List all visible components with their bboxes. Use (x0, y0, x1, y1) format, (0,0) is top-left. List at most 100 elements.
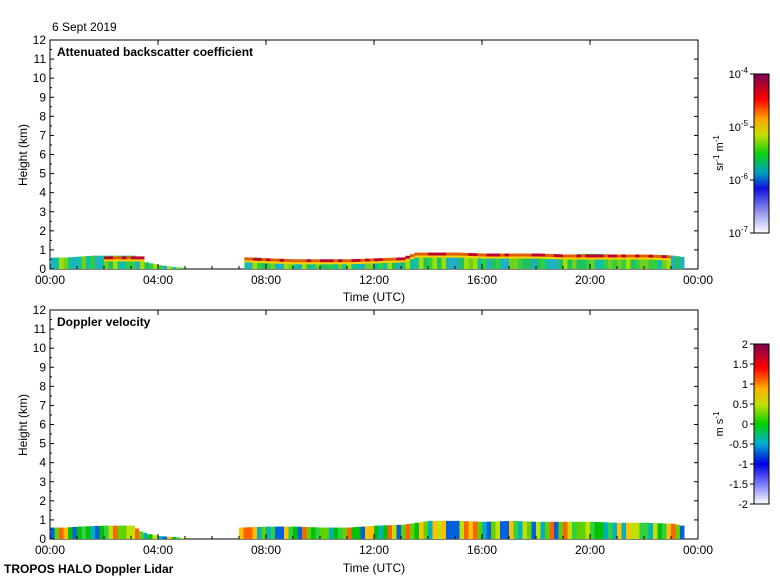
aerosol-top-cell (608, 254, 613, 258)
backscatter-y-label: Height (km) (16, 124, 30, 186)
backscatter-cell (288, 259, 293, 269)
velocity-cell (495, 521, 500, 539)
backscatter-cell (122, 255, 127, 269)
aerosol-edge-cell (270, 261, 275, 264)
velocity-cell (662, 523, 667, 539)
aerosol-top-cell (122, 256, 127, 260)
aerosol-edge-cell (117, 259, 122, 262)
y-tick-label: 10 (33, 341, 47, 355)
velocity-cell (594, 521, 599, 539)
velocity-cell (59, 527, 64, 539)
aerosol-top-cell (410, 254, 415, 258)
aerosol-edge-cell (563, 257, 568, 260)
velocity-cell (473, 521, 478, 539)
backscatter-cell (621, 254, 626, 269)
backscatter-cell (378, 258, 383, 269)
velocity-cell (162, 536, 167, 539)
aerosol-top-cell (581, 254, 586, 258)
aerosol-edge-cell (477, 256, 482, 259)
velocity-cell (86, 526, 91, 539)
backscatter-cell (491, 253, 496, 269)
aerosol-edge-cell (338, 262, 343, 265)
aerosol-top-cell (545, 253, 550, 257)
velocity-cell (504, 521, 509, 539)
velocity-cell (405, 524, 410, 539)
backscatter-cell (374, 258, 379, 269)
aerosol-edge-cell (482, 256, 487, 259)
velocity-cell (576, 521, 581, 539)
aerosol-edge-cell (554, 257, 559, 260)
velocity-cell (675, 524, 680, 539)
aerosol-edge-cell (356, 261, 361, 264)
aerosol-edge-cell (639, 257, 644, 260)
aerosol-edge-cell (360, 261, 365, 264)
aerosol-top-cell (617, 254, 622, 258)
backscatter-cell (72, 256, 77, 269)
aerosol-edge-cell (306, 262, 311, 265)
velocity-cell (572, 521, 577, 539)
aerosol-edge-cell (585, 257, 590, 260)
aerosol-top-cell (108, 256, 113, 260)
velocity-cell (446, 520, 451, 539)
backscatter-cbar-label-mid: m (714, 142, 726, 154)
colorbar-tick-label: 1.5 (733, 359, 748, 371)
velocity-cell (270, 526, 275, 539)
velocity-cell (522, 521, 527, 539)
velocity-colorbar (753, 343, 770, 505)
backscatter-cell (423, 252, 428, 269)
velocity-cell (324, 527, 329, 539)
aerosol-edge-cell (369, 261, 374, 264)
aerosol-top-cell (594, 254, 599, 258)
velocity-cell (365, 526, 370, 539)
velocity-cell (450, 520, 455, 539)
aerosol-top-cell (396, 257, 401, 261)
velocity-cell (630, 522, 635, 539)
aerosol-edge-cell (567, 257, 572, 260)
backscatter-cell (351, 259, 356, 269)
backscatter-cell (144, 262, 149, 269)
aerosol-edge-cell (279, 261, 284, 264)
backscatter-cbar-label-base: sr (714, 161, 726, 171)
aerosol-edge-cell (320, 262, 325, 265)
aerosol-edge-cell (113, 259, 118, 262)
aerosol-edge-cell (253, 260, 258, 263)
aerosol-top-cell (585, 254, 590, 258)
y-tick-label: 3 (39, 205, 46, 219)
backscatter-cell (104, 255, 109, 269)
aerosol-top-cell (104, 256, 109, 260)
velocity-title: Doppler velocity (57, 315, 151, 329)
velocity-cell (414, 522, 419, 539)
backscatter-cell (522, 253, 527, 269)
aerosol-top-cell (567, 254, 572, 258)
backscatter-cell (437, 252, 442, 269)
aerosol-edge-cell (419, 255, 424, 258)
backscatter-cell (459, 252, 464, 269)
aerosol-top-cell (621, 254, 626, 258)
aerosol-edge-cell (104, 259, 109, 262)
velocity-cell (167, 536, 172, 539)
velocity-cell (432, 520, 437, 539)
aerosol-top-cell (486, 253, 491, 257)
aerosol-edge-cell (486, 256, 491, 259)
velocity-cell (657, 523, 662, 539)
aerosol-edge-cell (244, 260, 249, 263)
aerosol-top-cell (662, 255, 667, 259)
aerosol-top-cell (414, 252, 419, 256)
velocity-cell (275, 526, 280, 539)
backscatter-cell (401, 257, 406, 269)
aerosol-edge-cell (599, 257, 604, 260)
aerosol-top-cell (405, 255, 410, 259)
y-tick-label: 4 (39, 456, 46, 470)
aerosol-top-cell (248, 257, 254, 261)
aerosol-edge-cell (545, 256, 550, 259)
aerosol-top-cell (423, 252, 428, 256)
aerosol-edge-cell (441, 255, 446, 258)
backscatter-plot-frame (49, 39, 699, 270)
velocity-cell (279, 526, 284, 539)
y-tick-label: 6 (39, 418, 46, 432)
velocity-cell (139, 531, 144, 539)
aerosol-edge-cell (630, 257, 635, 260)
y-tick-label: 5 (39, 167, 46, 181)
backscatter-cell (549, 254, 554, 269)
aerosol-top-cell (477, 253, 482, 257)
